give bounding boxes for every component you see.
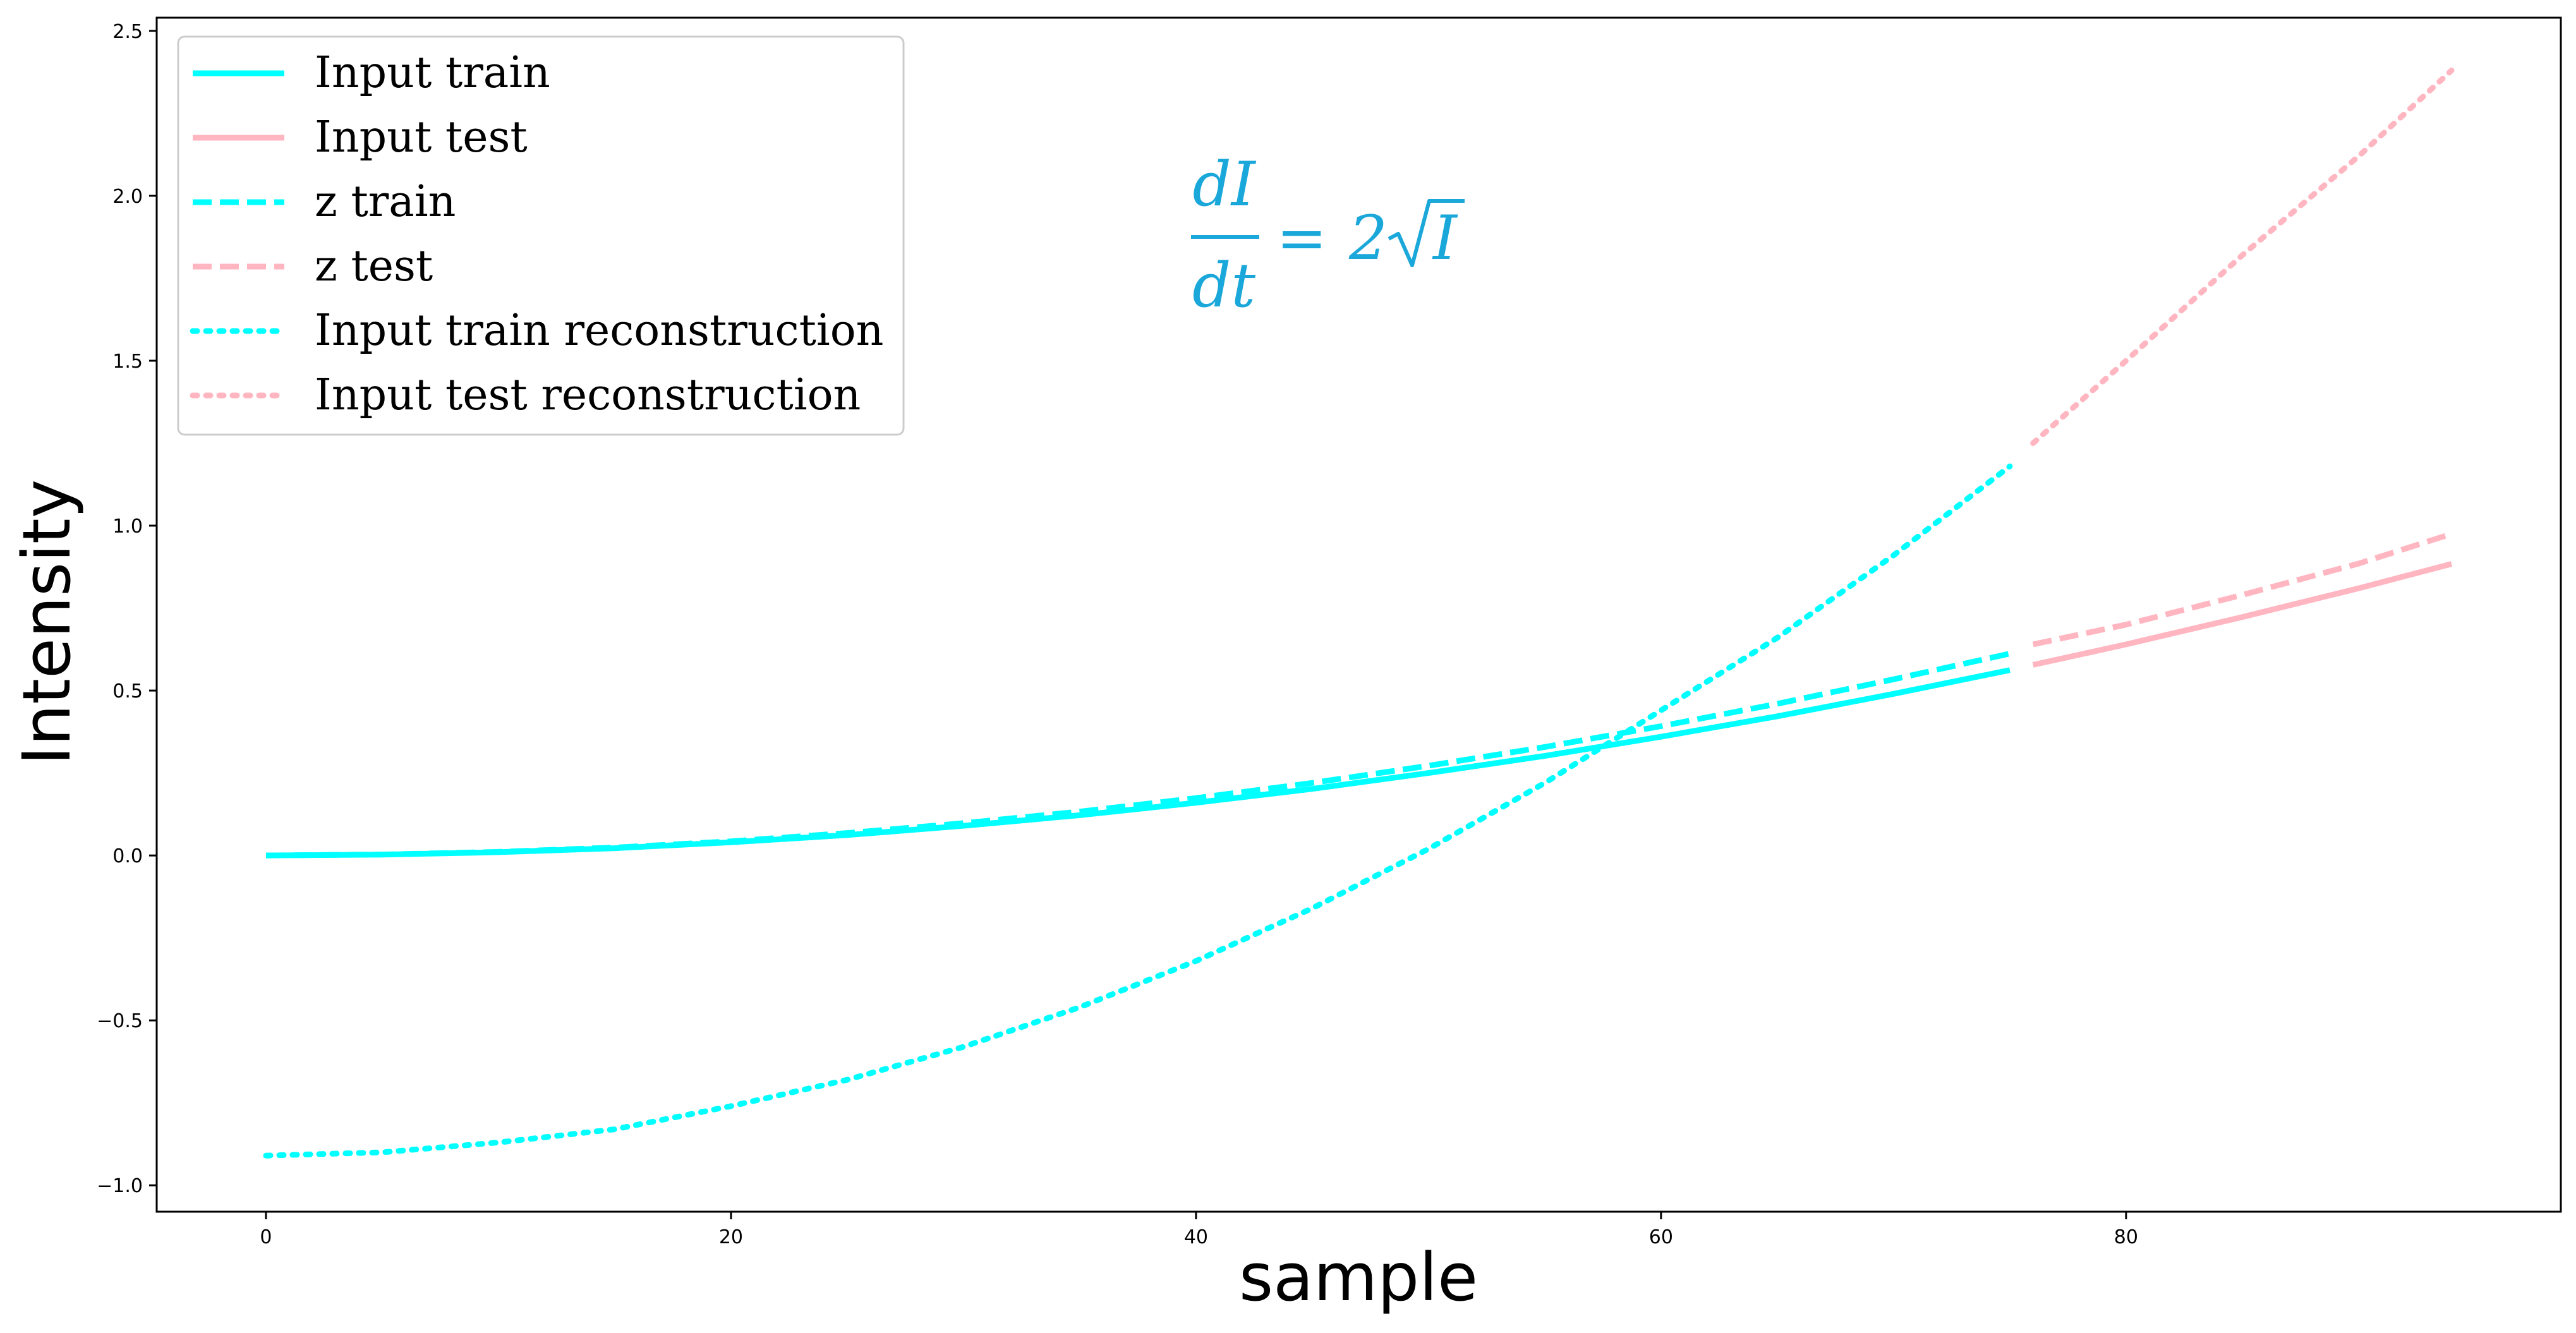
y-tick-label: −0.5 (97, 1010, 143, 1032)
formula-equals: = (1276, 203, 1327, 274)
series-line-z-train (265, 651, 2011, 859)
legend-label-input-train-reconstruction: Input train reconstruction (315, 306, 883, 356)
formula-radicand: I (1432, 203, 1458, 274)
series-line-z-test (2032, 531, 2453, 648)
formula-numerator: dI (1192, 149, 1256, 220)
y-tick-label: 2.5 (112, 21, 143, 43)
x-axis-ticks: 0 20 40 60 80 (260, 1212, 2138, 1248)
x-tick-label: 20 (719, 1226, 743, 1248)
legend-label-input-test-reconstruction: Input test reconstruction (315, 370, 861, 420)
legend-label-z-test: z test (315, 241, 433, 291)
legend-box (177, 35, 905, 436)
y-tick-label: 0.0 (112, 845, 143, 867)
x-tick-label: 0 (260, 1226, 272, 1248)
x-tick-label: 60 (1649, 1226, 1673, 1248)
y-tick-label: 0.5 (112, 680, 143, 703)
x-axis-title: sample (1239, 1239, 1478, 1316)
x-tick-label: 40 (1184, 1226, 1208, 1248)
y-axis-title: Intensity (8, 480, 85, 766)
formula-denominator: dt (1192, 250, 1255, 321)
legend-label-z-train: z train (315, 177, 456, 227)
legend-label-input-train: Input train (315, 48, 550, 98)
y-tick-label: 2.0 (112, 186, 143, 208)
series-line-input-train-reconstruction (263, 463, 2013, 1159)
series-layer (263, 68, 2455, 1159)
x-tick-label: 80 (2114, 1226, 2138, 1248)
legend: Input train Input test z train z test Input … (177, 35, 905, 436)
y-axis-ticks: −1.0 −0.5 0.0 0.5 1.0 1.5 2.0 2.5 (97, 21, 157, 1197)
y-tick-label: −1.0 (97, 1175, 143, 1197)
series-line-input-test (2032, 561, 2453, 668)
formula-coefficient: 2 (1348, 203, 1388, 274)
y-tick-label: 1.0 (112, 516, 143, 538)
series-line-input-test-reconstruction (2030, 68, 2455, 446)
legend-label-input-test: Input test (315, 112, 528, 162)
y-tick-label: 1.5 (112, 351, 143, 373)
formula-sqrt-sign (1388, 199, 1465, 267)
formula-annotation: dI dt = 2 I (1191, 149, 1465, 321)
